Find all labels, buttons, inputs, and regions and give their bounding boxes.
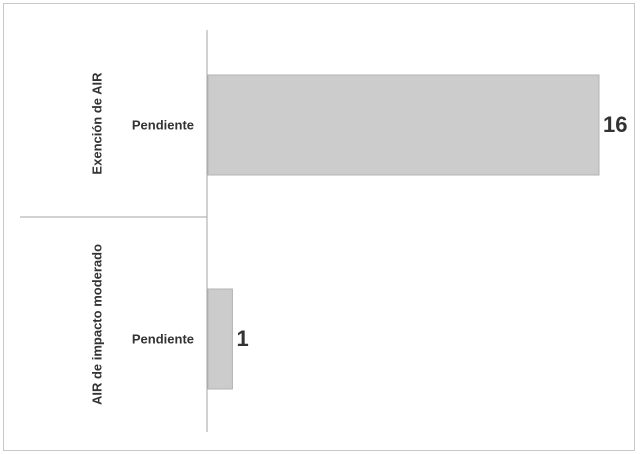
data-label-value: 1	[236, 326, 248, 351]
group-label-impacto-moderado: AIR de impacto moderado	[89, 244, 104, 405]
group-label-exencion: Exención de AIR	[89, 72, 104, 175]
category-label-pendiente: Pendiente	[132, 331, 194, 346]
bar-exencion-pendiente	[207, 74, 600, 176]
bar-impacto-moderado-pendiente	[207, 288, 233, 390]
category-label-pendiente: Pendiente	[132, 117, 194, 132]
data-label-value: 16	[603, 112, 627, 137]
